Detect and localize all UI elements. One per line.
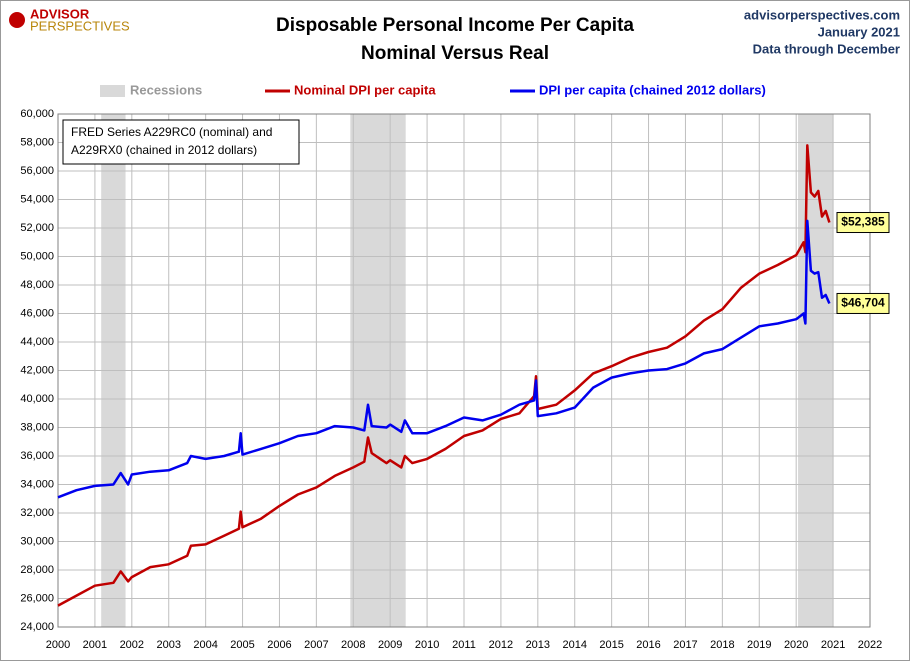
logo-text: ADVISOR	[30, 6, 90, 21]
x-tick-label: 2019	[747, 639, 771, 651]
end-label: $46,704	[841, 296, 885, 310]
x-tick-label: 2011	[452, 639, 476, 651]
x-tick-label: 2012	[489, 639, 513, 651]
logo-icon	[9, 12, 25, 28]
y-tick-label: 48,000	[20, 279, 54, 291]
y-tick-label: 46,000	[20, 307, 54, 319]
x-tick-label: 2015	[599, 639, 623, 651]
logo-text: PERSPECTIVES	[30, 18, 130, 33]
y-tick-label: 52,000	[20, 222, 54, 234]
x-tick-label: 2005	[230, 639, 254, 651]
y-tick-label: 56,000	[20, 165, 54, 177]
legend-swatch	[100, 85, 125, 97]
x-tick-label: 2001	[83, 639, 107, 651]
y-tick-label: 54,000	[20, 193, 54, 205]
x-tick-label: 2020	[784, 639, 808, 651]
end-label: $52,385	[841, 215, 885, 229]
x-tick-label: 2009	[378, 639, 402, 651]
x-tick-label: 2013	[526, 639, 550, 651]
y-tick-label: 58,000	[20, 136, 54, 148]
y-tick-label: 40,000	[20, 393, 54, 405]
series-line	[57, 219, 831, 499]
y-tick-label: 26,000	[20, 592, 54, 604]
x-tick-label: 2002	[120, 639, 144, 651]
y-tick-label: 42,000	[20, 364, 54, 376]
chart-title: Nominal Versus Real	[361, 43, 549, 64]
x-tick-label: 2021	[821, 639, 845, 651]
chart-title: Disposable Personal Income Per Capita	[276, 15, 634, 36]
y-tick-label: 34,000	[20, 478, 54, 490]
x-tick-label: 2004	[193, 639, 217, 651]
annotation-box	[62, 119, 300, 165]
x-tick-label: 2016	[636, 639, 660, 651]
end-label-box	[836, 292, 890, 314]
legend-label: Nominal DPI per capita	[294, 82, 436, 97]
x-tick-label: 2018	[710, 639, 734, 651]
y-tick-label: 24,000	[20, 621, 54, 633]
source-text: January 2021	[818, 24, 900, 39]
x-tick-label: 2022	[858, 639, 882, 651]
legend-label: DPI per capita (chained 2012 dollars)	[539, 82, 766, 97]
plot-border	[57, 113, 871, 628]
y-tick-label: 36,000	[20, 450, 54, 462]
x-tick-label: 2006	[267, 639, 291, 651]
source-text: advisorperspectives.com	[744, 7, 900, 22]
legend-label: Recessions	[130, 82, 202, 97]
y-tick-label: 44,000	[20, 336, 54, 348]
source-text: Data through December	[753, 41, 900, 56]
x-tick-label: 2014	[562, 639, 586, 651]
y-tick-label: 50,000	[20, 250, 54, 262]
annotation-text: A229RX0 (chained in 2012 dollars)	[71, 143, 257, 157]
x-tick-label: 2000	[46, 639, 70, 651]
x-tick-label: 2007	[304, 639, 328, 651]
x-tick-label: 2003	[156, 639, 180, 651]
end-label-box	[836, 212, 890, 234]
x-tick-label: 2008	[341, 639, 365, 651]
y-tick-label: 28,000	[20, 564, 54, 576]
y-tick-label: 38,000	[20, 421, 54, 433]
x-tick-label: 2017	[673, 639, 697, 651]
y-tick-label: 30,000	[20, 535, 54, 547]
y-tick-label: 32,000	[20, 507, 54, 519]
y-tick-label: 60,000	[20, 108, 54, 120]
x-tick-label: 2010	[415, 639, 439, 651]
series-line	[57, 144, 831, 607]
annotation-text: FRED Series A229RC0 (nominal) and	[71, 125, 272, 139]
